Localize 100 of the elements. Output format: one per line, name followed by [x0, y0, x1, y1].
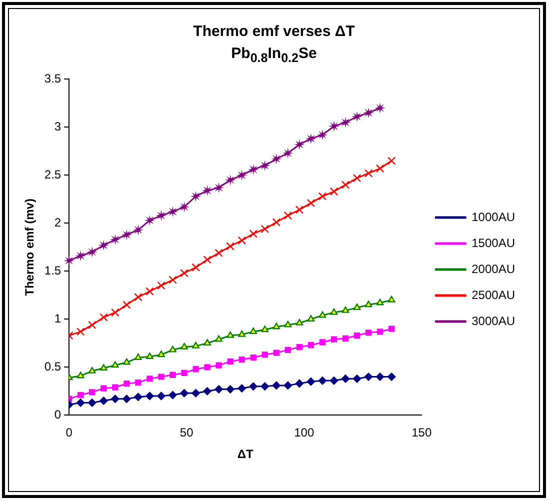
- point: [272, 218, 281, 226]
- point: [238, 384, 246, 392]
- point: [123, 358, 130, 365]
- point: [249, 382, 258, 390]
- point: [284, 381, 292, 390]
- point: [215, 335, 222, 342]
- point: [387, 372, 396, 381]
- point: [226, 331, 234, 338]
- point: [364, 169, 373, 178]
- point: [169, 346, 176, 352]
- point: [330, 187, 338, 196]
- point: [319, 339, 326, 346]
- point: [122, 300, 131, 309]
- point: [226, 242, 234, 250]
- point: [328, 120, 340, 132]
- point: [99, 313, 108, 322]
- point: [135, 379, 142, 386]
- point: [146, 376, 153, 382]
- point: [341, 180, 350, 189]
- point: [204, 364, 210, 370]
- point: [376, 372, 384, 381]
- point: [134, 354, 142, 360]
- y-tick-label: 0.5: [44, 360, 62, 374]
- point: [157, 281, 166, 290]
- point: [158, 350, 165, 358]
- point: [111, 394, 120, 403]
- point: [238, 236, 246, 245]
- point: [203, 387, 212, 396]
- point: [260, 382, 269, 390]
- legend-label: 2500AU: [472, 288, 516, 302]
- point: [306, 378, 316, 386]
- chart-title: Thermo emf verses ΔT: [192, 22, 356, 42]
- point: [170, 372, 176, 378]
- legend-label: 3000AU: [472, 314, 516, 328]
- point: [216, 362, 222, 368]
- point: [75, 250, 86, 262]
- x-tick-label: 150: [412, 426, 432, 440]
- point: [144, 214, 156, 226]
- point: [202, 185, 213, 196]
- point: [330, 308, 338, 315]
- point: [342, 335, 349, 342]
- point: [364, 372, 373, 381]
- point: [181, 370, 188, 376]
- point: [213, 182, 224, 194]
- x-tick-label: 100: [294, 426, 314, 440]
- legend-label: 2000AU: [472, 262, 516, 276]
- point: [284, 320, 292, 328]
- point: [354, 332, 360, 339]
- point: [238, 330, 246, 337]
- point: [192, 342, 200, 348]
- point: [306, 198, 316, 208]
- y-tick-label: 0: [54, 408, 62, 422]
- point: [180, 268, 188, 278]
- point: [330, 336, 338, 342]
- point: [365, 330, 372, 336]
- point: [112, 384, 118, 390]
- point: [250, 328, 257, 334]
- point: [388, 296, 396, 302]
- point: [224, 174, 236, 186]
- point: [296, 318, 304, 326]
- point: [330, 376, 338, 385]
- y-tick-label: 2: [54, 216, 62, 230]
- point: [296, 344, 302, 350]
- x-tick-label: 0: [66, 426, 73, 440]
- point: [156, 210, 167, 222]
- point: [178, 201, 190, 212]
- point: [340, 116, 351, 128]
- point: [273, 350, 280, 356]
- point: [203, 256, 212, 264]
- point: [146, 287, 154, 296]
- point: [352, 111, 362, 122]
- point: [318, 192, 327, 200]
- point: [121, 229, 132, 240]
- point: [100, 385, 107, 392]
- point: [122, 394, 131, 403]
- point: [86, 246, 98, 258]
- x-tick-label: 50: [180, 426, 194, 440]
- y-tick-label: 2.5: [44, 168, 62, 182]
- point: [227, 358, 234, 365]
- point: [112, 361, 119, 368]
- point: [76, 328, 85, 336]
- point: [295, 206, 304, 214]
- point: [353, 304, 361, 310]
- point: [134, 392, 142, 402]
- point: [294, 138, 305, 150]
- point: [318, 376, 327, 385]
- point: [78, 392, 84, 398]
- point: [376, 328, 384, 335]
- point: [190, 190, 202, 202]
- point: [352, 374, 362, 383]
- point: [158, 374, 164, 380]
- y-tick-label: 3.5: [44, 72, 62, 86]
- point: [262, 352, 268, 358]
- point: [308, 342, 314, 348]
- point: [249, 230, 258, 238]
- point: [363, 107, 374, 118]
- point: [89, 389, 96, 396]
- point: [168, 276, 177, 284]
- x-axis-title: ΔT: [237, 447, 254, 462]
- point: [167, 206, 178, 218]
